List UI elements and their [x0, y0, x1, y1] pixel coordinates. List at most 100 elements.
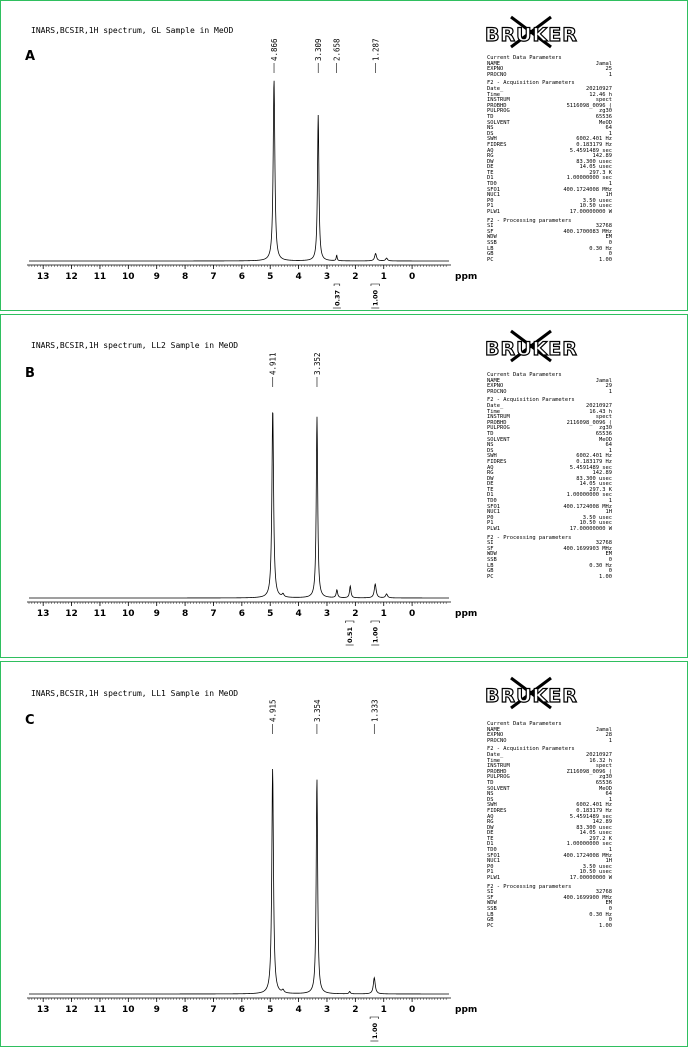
param-row: NAME Jamal	[487, 61, 612, 68]
param-value: 0	[608, 240, 612, 246]
param-name: GB	[487, 568, 494, 575]
param-row: PULPROG zg30	[487, 109, 612, 115]
param-row: Time 12.46 h	[487, 92, 612, 99]
param-name: PLW1	[487, 526, 500, 533]
param-name: TE	[487, 169, 494, 176]
integral-marker: 1.00	[370, 620, 380, 646]
x-tick-label: 13	[37, 609, 50, 619]
parameters-block: Current Data Parameters NAME Jamal EXPNO 25 P…	[487, 55, 612, 264]
param-name: NS	[487, 791, 494, 798]
param-value: 1.00000000 sec	[566, 841, 612, 848]
param-row: TE 297.2 K	[487, 835, 612, 843]
param-name: SI	[487, 540, 494, 547]
bruker-logo: BRUKER	[481, 676, 581, 710]
param-name: FIDRES	[487, 458, 507, 465]
param-row: P1 10.50 usec	[487, 204, 612, 210]
param-value: 3.50 usec	[582, 863, 612, 870]
param-row: GB 0	[487, 252, 612, 258]
param-row: SI 32768	[487, 541, 612, 547]
param-name: PULPROG	[487, 425, 510, 432]
param-row: PULPROG zg30	[487, 775, 612, 781]
param-row: EXPNO 29	[487, 384, 612, 390]
spectrum-header: INARS,BCSIR,1H spectrum, GL Sample in Me…	[31, 26, 234, 35]
param-value: 64	[605, 791, 613, 798]
param-row: PC 1.00	[487, 257, 612, 264]
peak-label-text: 4.866	[270, 38, 279, 61]
x-tick-label: 4	[295, 609, 301, 619]
param-value: 10.50 usec	[579, 520, 612, 527]
param-row: NUC1 1H	[487, 859, 612, 865]
param-row: LB 0.30 Hz	[487, 911, 612, 919]
param-section-title: F2 - Processing parameters	[487, 534, 572, 541]
param-value: 14.05 usec	[579, 164, 612, 171]
param-row: SWH 6002.401 Hz	[487, 803, 612, 809]
param-value: 142.89	[592, 819, 612, 826]
param-name: AQ	[487, 147, 494, 154]
param-name: TD	[487, 779, 494, 786]
param-name: DE	[487, 481, 494, 488]
param-row: WDW EM	[487, 235, 612, 241]
param-name: NAME	[487, 377, 500, 384]
processing-params: F2 - Processing parameters SI 32768 SF 400.1…	[487, 883, 612, 930]
param-name: PROCNO	[487, 388, 507, 395]
param-name: DS	[487, 130, 494, 137]
param-value: 1	[608, 130, 612, 137]
param-value: 10.50 usec	[579, 869, 612, 876]
integral-marker: 1.00	[370, 283, 380, 309]
param-value: 20210927	[586, 402, 612, 409]
param-value: 297.3 K	[589, 169, 612, 176]
peak-label-text: 2.658	[333, 38, 342, 61]
param-name: LB	[487, 562, 494, 569]
x-tick-label: 5	[267, 609, 273, 619]
param-value: 400.1724008 MHz	[563, 186, 612, 193]
param-row: DW 83.300 usec	[487, 476, 612, 483]
param-name: TE	[487, 835, 494, 842]
param-value: EM	[605, 551, 613, 558]
param-row: RG 142.89	[487, 470, 612, 477]
current-params: Current Data Parameters NAME Jamal EXPNO 28 P…	[487, 721, 612, 744]
x-tick-label: 10	[122, 1005, 135, 1015]
param-value: 1.00000000 sec	[566, 175, 612, 182]
param-value: 14.05 usec	[579, 830, 612, 837]
param-name: P1	[487, 203, 494, 210]
x-tick-label: 7	[210, 609, 216, 619]
param-name: D1	[487, 492, 494, 499]
processing-params: F2 - Processing parameters SI 32768 SF 400.1…	[487, 534, 613, 581]
param-row: DE 14.05 usec	[487, 165, 612, 171]
param-row: D1 1.00000000 sec	[487, 493, 612, 499]
param-row: DW 83.300 usec	[487, 824, 612, 832]
param-name: SSB	[487, 557, 497, 563]
integral-marker: 1.00	[369, 1016, 379, 1042]
parameters-block: Current Data Parameters NAME Jamal EXPNO 28 P…	[487, 721, 613, 930]
param-row: TD 65536	[487, 779, 612, 787]
param-row: SF 400.1699900 MHz	[487, 895, 612, 902]
param-name: LB	[487, 911, 494, 918]
x-tick-label: 6	[239, 272, 245, 282]
param-name: P0	[487, 197, 494, 204]
param-name: DW	[487, 824, 494, 831]
x-tick-label: 7	[210, 272, 216, 282]
param-value: EM	[605, 234, 613, 241]
param-value: 297.2 K	[589, 835, 612, 842]
peak-label-text: 1.287	[372, 38, 381, 61]
bruker-logo: BRUKER	[481, 15, 581, 49]
param-row: P1 10.50 usec	[487, 521, 612, 527]
spectrum-trace	[29, 80, 449, 262]
param-name: DS	[487, 796, 494, 803]
x-tick-label: 1	[381, 609, 387, 619]
param-section-title: F2 - Processing parameters	[487, 883, 572, 890]
param-row: D1 1.00000000 sec	[487, 176, 612, 182]
peak-label: 4.866	[270, 38, 279, 73]
x-tick-label: 6	[239, 609, 245, 619]
param-value: 5.4591489 sec	[569, 464, 612, 471]
param-row: SSB 0	[487, 906, 612, 913]
integral-value: 1.00	[371, 1022, 379, 1039]
peak-label: 4.915	[269, 699, 278, 734]
integral-value: 1.00	[372, 626, 380, 643]
integral-marker: 0.37	[332, 283, 341, 309]
param-row: FIDRES 0.183179 Hz	[487, 142, 612, 149]
integral-value: 1.00	[372, 289, 380, 306]
param-name: Date_	[487, 751, 504, 758]
x-tick-label: 4	[295, 272, 301, 282]
x-tick-label: 1	[381, 1005, 387, 1015]
